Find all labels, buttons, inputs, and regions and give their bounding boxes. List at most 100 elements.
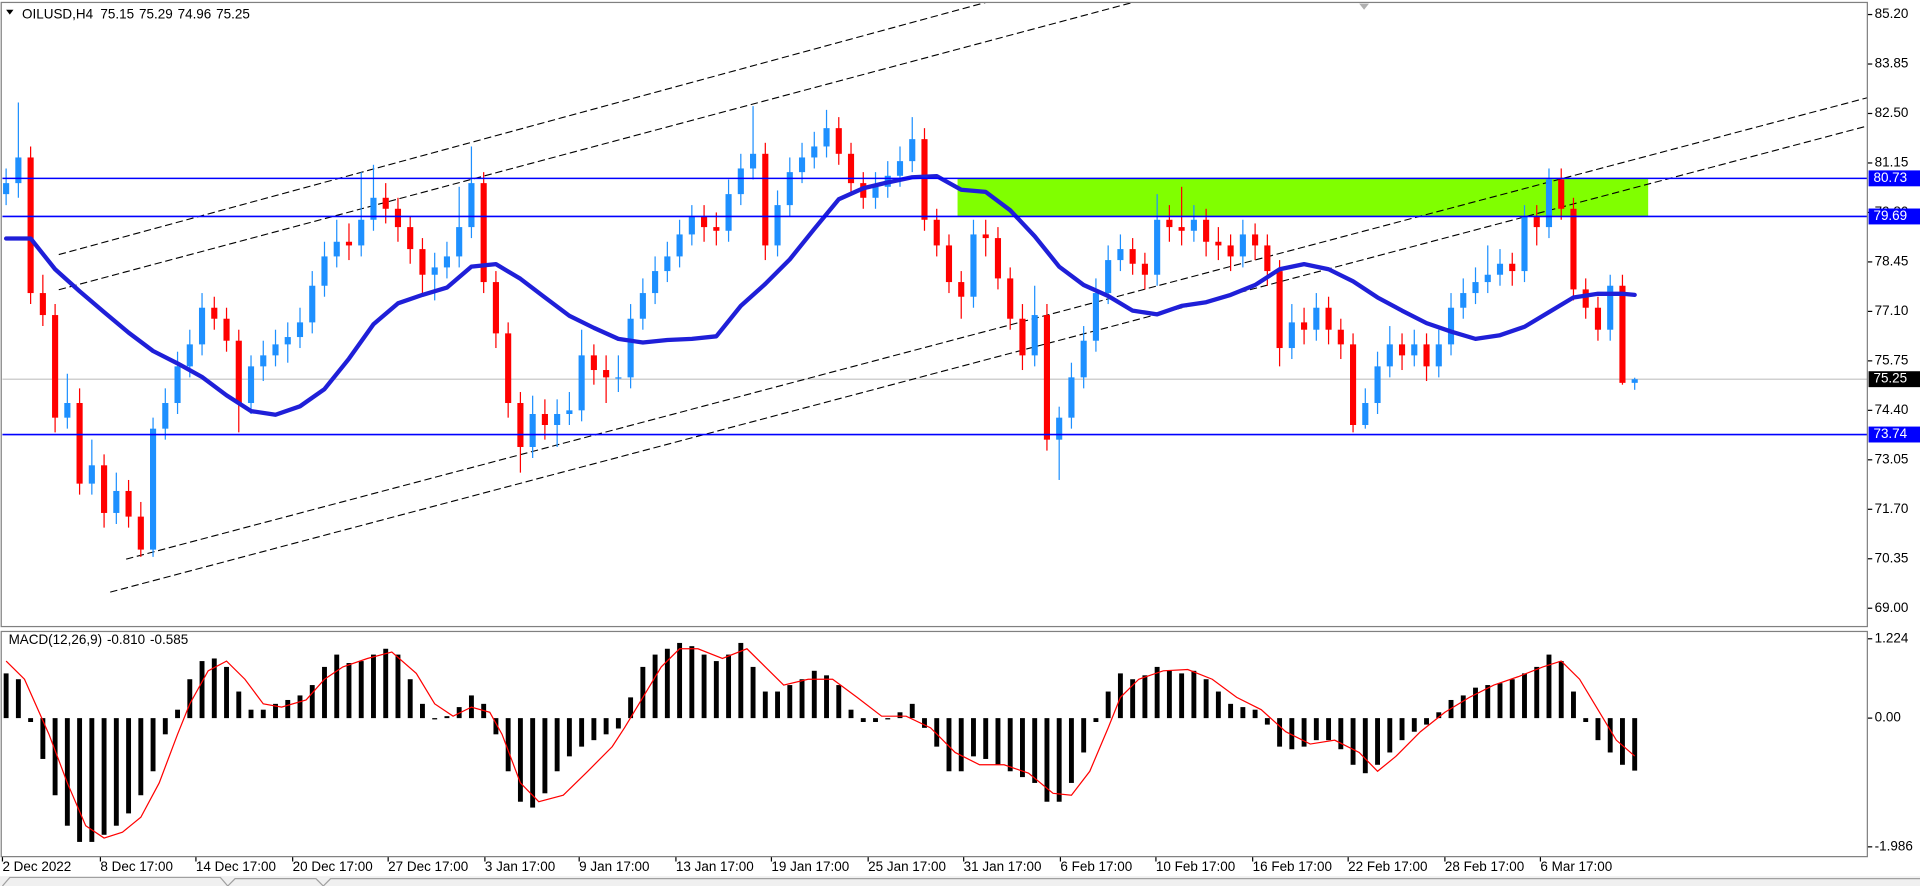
macd-bar <box>946 718 952 772</box>
candle-body <box>1313 307 1320 330</box>
candle-body <box>88 465 95 484</box>
macd-bar <box>1350 718 1356 765</box>
x-tick-label: 22 Feb 17:00 <box>1348 859 1427 874</box>
macd-bar <box>224 666 229 719</box>
candle-body <box>970 234 977 297</box>
candle-body <box>1019 318 1026 356</box>
x-tick-label: 19 Jan 17:00 <box>771 859 849 874</box>
macd-bar <box>1313 718 1319 741</box>
candle-body <box>664 256 671 272</box>
candle-body <box>15 157 22 184</box>
macd-bar <box>640 666 646 719</box>
signal-line <box>5 648 1636 839</box>
candle-body <box>1264 245 1271 272</box>
y-tick-label: 74.40 <box>1875 402 1909 417</box>
x-tick-label: 13 Jan 17:00 <box>676 859 754 874</box>
candle-body <box>1227 245 1234 257</box>
candle-body <box>1154 219 1161 275</box>
macd-bar <box>1215 691 1221 719</box>
macd-bar <box>211 658 217 719</box>
channel-line <box>58 2 986 256</box>
macd-bar <box>1362 718 1368 774</box>
candle-body <box>578 355 585 411</box>
macd-bar <box>664 648 670 719</box>
channel-line <box>58 2 1133 291</box>
macd-bar <box>15 679 21 719</box>
candle-body <box>64 403 71 418</box>
candle-body <box>1092 293 1099 341</box>
macd-bar <box>309 685 315 719</box>
candle-body <box>982 234 989 239</box>
macd-bar <box>1534 666 1540 719</box>
candle-body <box>1056 417 1063 440</box>
macd-bar <box>542 718 548 794</box>
macd-bar <box>162 718 168 735</box>
y-tick-label: 78.45 <box>1875 253 1909 268</box>
macd-bar <box>1105 691 1111 719</box>
candle-body <box>823 128 830 147</box>
candle-body <box>431 267 438 275</box>
y-tick-label: 75.75 <box>1875 352 1909 367</box>
macd-bar <box>1117 673 1123 719</box>
candle-body <box>921 139 928 220</box>
candle-body <box>235 340 242 404</box>
low-readout: 74.96 <box>178 6 212 21</box>
macd-bar <box>603 718 609 735</box>
candle-body <box>52 315 59 418</box>
price-plot <box>2 2 1868 593</box>
macd-bar <box>1375 718 1380 765</box>
macd-bar <box>1044 718 1050 802</box>
price-label: 75.25 <box>1873 371 1907 386</box>
candle-body <box>1007 278 1014 319</box>
candle-body <box>896 161 904 176</box>
tab-outlines[interactable] <box>1 876 1920 886</box>
menu-arrow[interactable] <box>6 9 14 15</box>
candle-body <box>725 194 732 231</box>
x-tick-label: 31 Jan 17:00 <box>964 859 1042 874</box>
macd-bar <box>885 718 891 720</box>
candle-body <box>554 414 561 425</box>
candle-body <box>1043 315 1050 440</box>
macd-readout: -0.810 <box>107 632 145 647</box>
open-readout: 75.15 <box>100 6 134 21</box>
y-tick-label: 83.85 <box>1875 56 1909 71</box>
level-label: 80.73 <box>1873 170 1907 185</box>
macd-bar <box>101 718 107 835</box>
x-tick-label: 27 Dec 17:00 <box>388 859 468 874</box>
macd-bar <box>493 718 499 735</box>
macd-bar <box>1289 718 1295 750</box>
candle-body <box>382 197 389 209</box>
macd-bar <box>530 718 536 808</box>
macd-bar <box>334 654 340 719</box>
candle-body <box>566 410 573 415</box>
candle-body <box>174 366 181 404</box>
symbol: OILUSD,H4 <box>22 6 94 21</box>
candle-body <box>750 153 757 169</box>
candle-body <box>162 403 169 429</box>
macd-bar <box>1130 679 1136 719</box>
macd-bar <box>77 718 83 842</box>
candle-body <box>737 168 744 195</box>
macd-bar <box>1436 712 1442 719</box>
macd-bar <box>1166 670 1172 719</box>
candle-body <box>529 414 536 447</box>
macd-bar <box>1473 687 1478 719</box>
macd-bar <box>983 718 989 759</box>
candle-body <box>456 227 463 257</box>
macd-bar <box>358 661 364 719</box>
macd-bar <box>738 642 744 719</box>
candle-body <box>198 307 206 345</box>
x-tick-label: 20 Dec 17:00 <box>293 859 373 874</box>
channel-line <box>110 125 1868 593</box>
candle-body <box>321 256 328 286</box>
macd-bar <box>971 718 976 757</box>
candle-body <box>309 285 316 323</box>
candle-body <box>1166 219 1173 228</box>
y-tick-label: 69.00 <box>1875 600 1909 615</box>
macd-bar <box>1411 718 1417 732</box>
candle-body <box>762 153 769 246</box>
macd-header: MACD(12,26,9) -0.810 -0.585 <box>9 632 189 647</box>
candle-body <box>1105 260 1112 294</box>
candle-body <box>1496 263 1504 275</box>
